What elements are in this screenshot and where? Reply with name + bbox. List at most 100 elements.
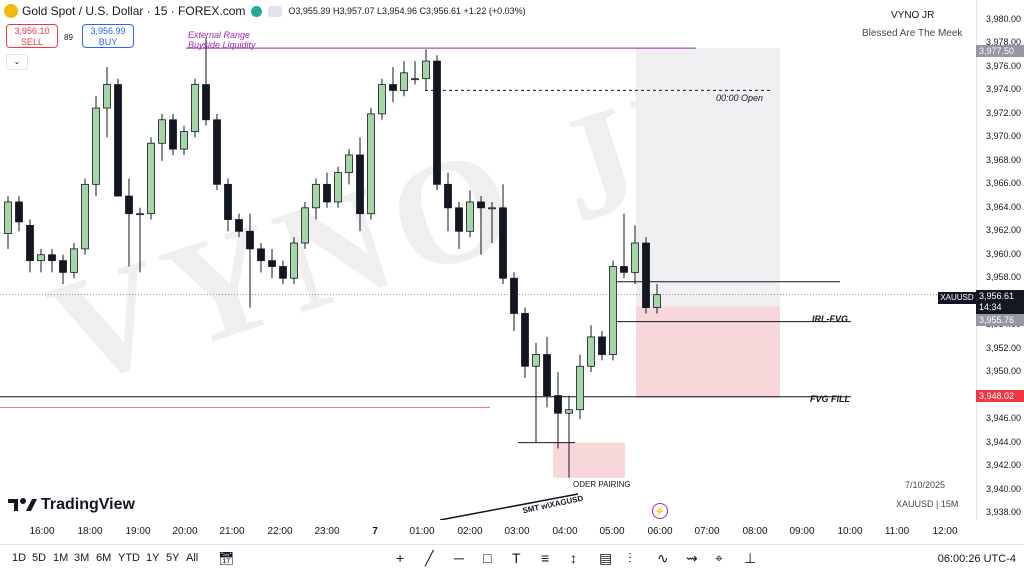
price-tick: 3,970.00 <box>985 131 1021 142</box>
fvg-box <box>636 306 780 398</box>
price-tick: 3,952.00 <box>985 342 1021 353</box>
candle-body <box>70 248 78 273</box>
candle-body <box>4 201 12 235</box>
range-button-1y[interactable]: 1Y <box>146 552 160 564</box>
date-range-icon[interactable]: 📅︎ <box>218 551 235 566</box>
candle-body <box>620 266 628 273</box>
candle-body <box>103 84 111 109</box>
tradingview-logo: TradingView <box>8 496 135 514</box>
path-icon[interactable]: ⇝ <box>686 550 698 566</box>
candle-body <box>444 183 452 209</box>
chart-date: 7/10/2025 <box>905 480 946 490</box>
open-label: 00:00 Open <box>716 93 764 103</box>
oder-pairing-label: ODER PAIRING <box>573 480 631 489</box>
candle-body <box>279 266 287 279</box>
candle-body <box>433 60 441 185</box>
candle-body <box>59 260 67 273</box>
candle-body <box>180 131 188 150</box>
time-tick: 16:00 <box>29 526 55 537</box>
candle-body <box>598 336 606 355</box>
buy-button[interactable]: 3,956.99 BUY <box>82 24 134 48</box>
chart-pane[interactable] <box>0 0 976 520</box>
crosshair-icon[interactable]: + <box>396 550 405 566</box>
candle-body <box>26 225 34 262</box>
symbol-title[interactable]: Gold Spot / U.S. Dollar · 15 · FOREX.com <box>22 4 246 18</box>
candle-body <box>488 207 496 210</box>
price-tick: 3,976.00 <box>985 60 1021 71</box>
candle-body <box>587 336 595 367</box>
symbol-header: Gold Spot / U.S. Dollar · 15 · FOREX.com… <box>4 4 526 18</box>
time-tick: 05:00 <box>599 526 625 537</box>
candle-body <box>389 84 397 91</box>
candle-body <box>15 201 23 223</box>
tradingview-logo-text: TradingView <box>41 496 135 513</box>
fvg-fill-label: FVG FILL <box>810 394 850 404</box>
range-button-5y[interactable]: 5Y <box>166 552 180 564</box>
eraser-icon[interactable]: ⌖ <box>715 550 723 566</box>
candle-body <box>455 207 463 232</box>
time-tick: 08:00 <box>742 526 768 537</box>
price-tick: 3,942.00 <box>985 460 1021 471</box>
time-tick: 21:00 <box>219 526 245 537</box>
candle-body <box>609 266 617 355</box>
range-button-5d[interactable]: 5D <box>32 552 47 564</box>
price-axis[interactable]: 3,980.00 3,978.00 3,976.00 3,974.00 3,972.00… <box>976 0 1024 520</box>
account-name: VYNO JR <box>891 10 935 21</box>
rectangle-icon[interactable]: □ <box>483 550 492 566</box>
collapse-chevron-icon[interactable]: ⌄ <box>6 54 28 70</box>
alert-icon[interactable]: ⚡ <box>652 503 668 519</box>
brush-icon[interactable]: ∿ <box>657 550 669 566</box>
candle-body <box>169 119 177 150</box>
price-tick: 3,958.00 <box>985 272 1021 283</box>
range-button-ytd[interactable]: YTD <box>118 552 140 564</box>
account-tagline: Blessed Are The Meek <box>862 28 963 39</box>
clock[interactable]: 06:00:26 UTC-4 <box>937 553 1016 565</box>
fib-icon[interactable]: ≡ <box>541 550 550 566</box>
horizontal-line-icon[interactable]: ─ <box>454 550 464 566</box>
candle-body <box>125 195 133 215</box>
measure-icon[interactable]: ↕ <box>570 550 577 566</box>
candle-body <box>554 395 562 414</box>
range-button-3m[interactable]: 3M <box>74 552 90 564</box>
ohlc-values: O3,955.39 H3,957.07 L3,954.96 C3,956.61 … <box>288 6 526 16</box>
symbol-tag: XAUUSD <box>938 292 976 304</box>
candlestick-chart[interactable] <box>0 0 976 520</box>
current-price-tag: 3,956.61 14:34 <box>976 290 1024 314</box>
range-button-all[interactable]: All <box>186 552 199 564</box>
range-button-1m[interactable]: 1M <box>53 552 69 564</box>
candle-body <box>191 84 199 132</box>
bottom-toolbar: 1D 5D 1M 3M 6M YTD 1Y 5Y All 📅︎ + ╱ ─ □ T ≡ ↕ ▤ ⫶ ∿ ⇝ ⌖ ⊥ 06… <box>0 544 1024 575</box>
candle-body <box>400 72 408 91</box>
candle-body <box>136 213 144 216</box>
sell-button[interactable]: 3,956.10 SELL <box>6 24 58 48</box>
text-icon[interactable]: T <box>512 550 521 566</box>
candle-body <box>367 113 375 215</box>
candle-body <box>356 154 364 215</box>
price-tick: 3,966.00 <box>985 178 1021 189</box>
price-tick: 3,978.00 <box>985 37 1021 48</box>
long-position-icon[interactable]: ▤ <box>599 550 613 566</box>
irl-fvg-label: IRL-FVG <box>812 314 848 324</box>
time-axis[interactable]: 16:00 18:00 19:00 20:00 21:00 22:00 23:00 7 01:0… <box>0 520 976 544</box>
candle-body <box>345 154 353 173</box>
candle-body <box>48 254 56 262</box>
price-tag-fvg-fill: 3,948.02 <box>976 390 1024 402</box>
candle-body <box>378 84 386 115</box>
time-tick: 04:00 <box>552 526 578 537</box>
range-box <box>636 48 780 307</box>
range-button-6m[interactable]: 6M <box>96 552 112 564</box>
compare-icon[interactable] <box>268 5 283 17</box>
trend-line-icon[interactable]: ╱ <box>425 550 434 566</box>
price-tick: 3,964.00 <box>985 201 1021 212</box>
price-tick: 3,946.00 <box>985 413 1021 424</box>
candle-body <box>422 60 430 80</box>
candle-body <box>147 142 155 215</box>
forecast-icon[interactable]: ⫶ <box>628 550 632 566</box>
candle-body <box>92 107 100 185</box>
ruler-icon[interactable]: ⊥ <box>744 550 757 566</box>
range-button-1d[interactable]: 1D <box>12 552 27 564</box>
candle-body <box>235 219 243 232</box>
candle-body <box>301 207 309 244</box>
sell-label: SELL <box>20 37 44 47</box>
current-price: 3,956.61 <box>979 291 1015 301</box>
